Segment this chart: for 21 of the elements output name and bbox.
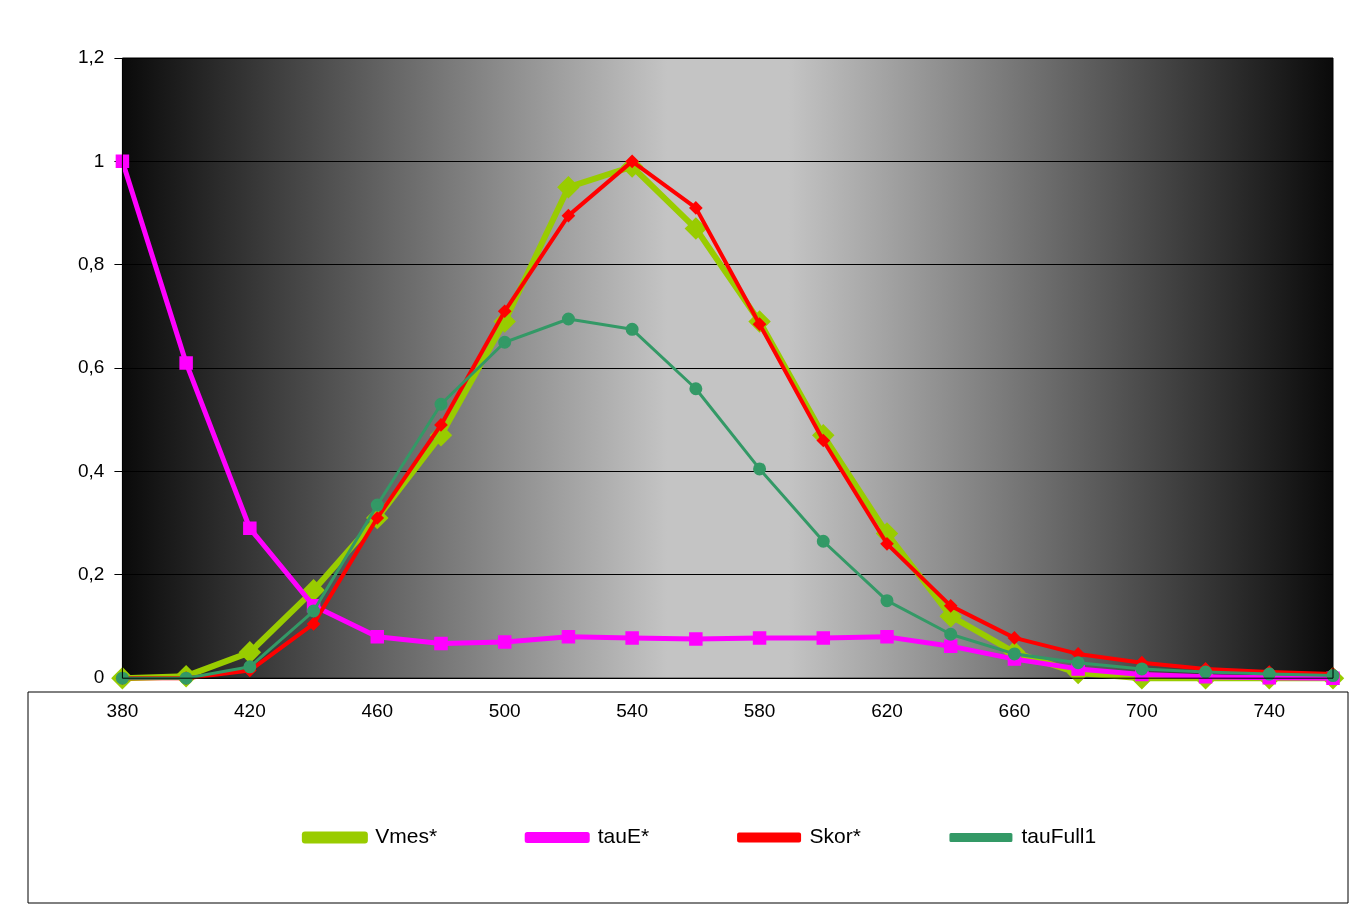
x-tick-label: 620 bbox=[871, 699, 903, 721]
x-tick-label: 540 bbox=[616, 699, 648, 721]
y-tick-label: 1 bbox=[93, 149, 105, 171]
x-tick-label: 500 bbox=[488, 699, 521, 721]
legend-label: tauE* bbox=[597, 824, 650, 848]
y-tick-label: 0,4 bbox=[77, 459, 105, 481]
x-tick-label: 460 bbox=[361, 699, 394, 721]
x-tick-label: 580 bbox=[743, 699, 776, 721]
legend-label: tauFull1 bbox=[1021, 824, 1097, 848]
x-tick-label: 700 bbox=[1126, 699, 1158, 721]
y-tick-label: 1,2 bbox=[77, 46, 105, 68]
x-tick-label: 740 bbox=[1253, 699, 1286, 721]
x-tick-label: 420 bbox=[233, 699, 266, 721]
y-tick-label: 0,2 bbox=[77, 563, 105, 585]
legend-label: Vmes* bbox=[375, 824, 438, 848]
legend-label: Skor* bbox=[809, 824, 861, 848]
y-tick-label: 0 bbox=[93, 666, 105, 688]
y-tick-label: 0,6 bbox=[77, 356, 105, 378]
x-tick-label: 380 bbox=[106, 699, 139, 721]
x-tick-label: 660 bbox=[998, 699, 1031, 721]
y-tick-label: 0,8 bbox=[77, 252, 105, 274]
